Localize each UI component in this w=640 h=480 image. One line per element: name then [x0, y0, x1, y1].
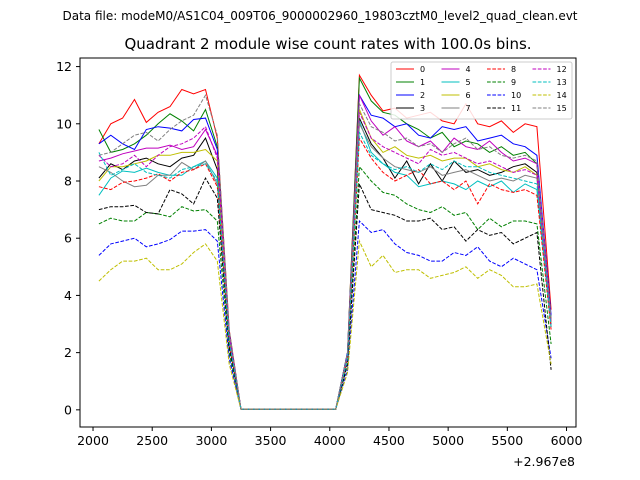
x-tick-label: 3500: [255, 433, 287, 448]
x-tick-label: 6000: [551, 433, 583, 448]
plot-frame: [79, 57, 577, 428]
y-tick-label: 8: [64, 174, 72, 189]
legend-label-11: 11: [511, 104, 521, 113]
legend-label-2: 2: [420, 91, 425, 100]
axes: 2000 2500 3000 3500 4000 4500 5000 5500 6000 0 2 4 6…: [56, 57, 583, 448]
series-line-13: [98, 130, 552, 410]
legend-label-12: 12: [557, 65, 567, 74]
legend-label-13: 13: [557, 78, 567, 87]
x-tick-label: 4000: [314, 433, 346, 448]
series-line-8: [98, 136, 552, 410]
legend-label-10: 10: [511, 91, 521, 100]
chart-title: Quadrant 2 module wise count rates with …: [124, 35, 531, 53]
legend-label-4: 4: [466, 65, 471, 74]
y-tick-label: 12: [56, 59, 72, 74]
series-line-5: [98, 120, 552, 410]
legend-label-3: 3: [420, 104, 425, 113]
x-tick-label: 5000: [432, 433, 464, 448]
plot-lines: [98, 73, 552, 410]
x-tick-label: 3000: [195, 433, 227, 448]
y-tick-label: 0: [64, 402, 72, 417]
chart-suptitle: Data file: modeM0/AS1C04_009T06_90000029…: [62, 9, 577, 23]
legend-label-7: 7: [466, 104, 471, 113]
y-tick-label: 6: [64, 231, 72, 246]
series-line-10: [98, 219, 552, 410]
y-tick-label: 10: [56, 116, 72, 131]
y-tick-label: 4: [64, 288, 72, 303]
series-line-9: [98, 165, 552, 410]
series-line-4: [98, 94, 552, 410]
series-line-11: [98, 177, 552, 410]
series-line-3: [98, 117, 552, 410]
series-line-6: [98, 109, 552, 410]
legend-label-14: 14: [557, 91, 567, 100]
series-line-2: [98, 93, 552, 410]
y-tick-label: 2: [64, 345, 72, 360]
x-tick-label: 5500: [491, 433, 523, 448]
series-line-14: [98, 239, 552, 410]
legend-label-1: 1: [420, 78, 425, 87]
legend-label-5: 5: [466, 78, 471, 87]
x-tick-label: 2000: [77, 433, 109, 448]
legend-label-9: 9: [511, 78, 516, 87]
x-tick-label: 4500: [373, 433, 405, 448]
series-line-12: [98, 112, 552, 410]
legend-label-0: 0: [420, 65, 425, 74]
legend-label-8: 8: [511, 65, 516, 74]
series-line-15: [98, 93, 552, 410]
series-line-0: [98, 73, 552, 410]
legend-box: [390, 61, 573, 120]
x-tick-label: 2500: [136, 433, 168, 448]
x-axis-offset-label: +2.967e8: [513, 454, 575, 469]
legend-label-6: 6: [466, 91, 471, 100]
series-line-7: [98, 121, 552, 410]
legend-label-15: 15: [557, 104, 567, 113]
